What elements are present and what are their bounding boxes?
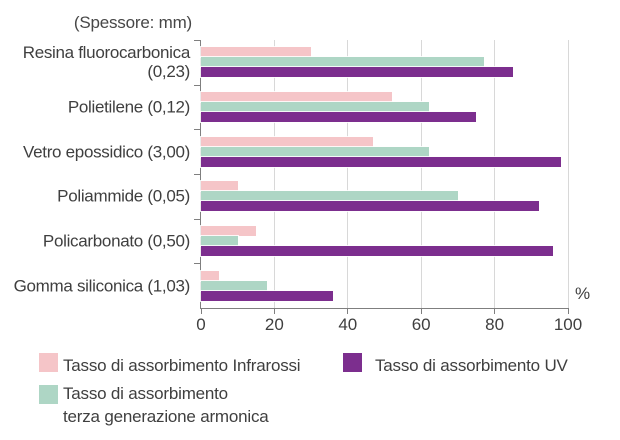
bar-armonica-2 [201,102,429,112]
category-label-4: Poliammide (0,05) [57,186,190,206]
legend-label-armonica: Tasso di assorbimento terza generazione … [63,382,269,429]
bar-uv-1 [201,67,513,78]
legend-label-infrarossi: Tasso di assorbimento Infrarossi [63,356,301,375]
legend-swatch-armonica [39,385,58,404]
bar-infrarossi-1 [201,47,312,58]
legend-label-armonica-line2: terza generazione armonica [63,407,269,427]
bar-infrarossi-2 [201,92,392,102]
category-label-1: Resina fluorocarbonica (0,23) [22,43,191,82]
legend-swatch-uv [343,353,362,372]
x-tick-label-80: 80 [485,315,505,334]
chart-title: (Spessore: mm) [73,13,192,32]
legend-label-armonica-line1: Tasso di assorbimento [63,384,228,403]
x-tick-20 [273,308,275,314]
bar-uv-3 [201,156,561,167]
x-tick-label-20: 20 [264,315,284,334]
category-label-5: Policarbonato (0,50) [42,231,190,251]
y-tick-3 [194,174,200,175]
x-tick-40 [347,308,349,314]
bar-armonica-1 [201,57,484,68]
bar-uv-4 [201,201,539,212]
bar-uv-2 [201,112,477,122]
y-tick-4 [194,218,200,220]
x-tick-label-40: 40 [338,315,358,334]
x-tick-60 [420,308,422,314]
x-tick-label-100: 100 [553,315,583,334]
y-tick-1 [194,84,200,86]
legend-label-uv: Tasso di assorbimento UV [375,356,568,375]
category-labels: Resina fluorocarbonica (0,23) Polietilene… [0,40,191,308]
category-label-6: Gomma siliconica (1,03) [13,276,191,296]
x-tick-label-60: 60 [411,315,431,334]
y-tick-2 [194,129,200,131]
x-tick-100 [567,308,569,314]
bar-armonica-3 [201,146,429,157]
y-tick-0 [194,40,200,41]
bar-armonica-6 [201,280,268,291]
bar-armonica-5 [201,236,238,246]
bar-uv-6 [201,290,334,301]
y-tick-5 [194,263,200,265]
bar-infrarossi-6 [201,270,220,281]
bar-armonica-4 [201,191,458,202]
x-tick-80 [494,308,496,314]
gridline-100 [567,40,569,308]
plot-area: % 0 20 40 60 80 100 [194,40,590,334]
gridline-20 [273,40,275,308]
bar-uv-5 [201,246,554,256]
gridline-80 [494,40,496,308]
x-tick-0 [200,308,202,314]
bar-infrarossi-4 [201,181,238,192]
legend-swatch-infrarossi [39,353,58,372]
gridline-60 [420,40,422,308]
category-label-2: Polietilene (0,12) [67,97,190,117]
bar-infrarossi-5 [201,226,257,236]
category-label-3: Vetro epossidico (3,00) [23,142,190,162]
gridline-40 [347,40,349,308]
bar-infrarossi-3 [201,136,374,147]
x-tick-label-0: 0 [196,315,206,334]
percent-axis-label: % [575,284,591,303]
